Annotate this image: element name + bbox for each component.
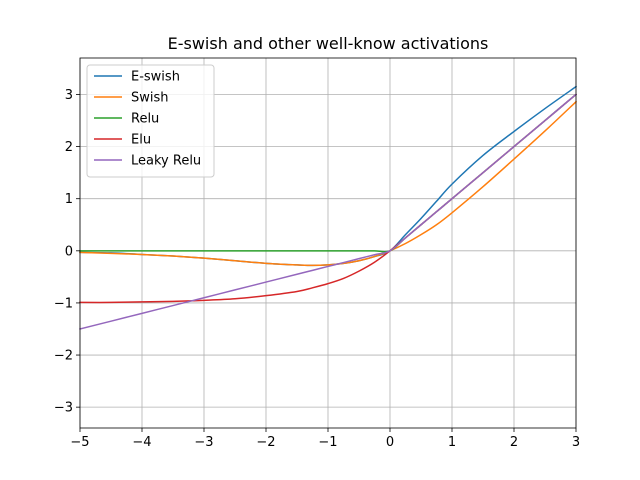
y-tick-label: −3	[54, 401, 73, 416]
legend-label-elu: Elu	[131, 133, 151, 148]
chart-title: E-swish and other well-know activations	[168, 34, 489, 53]
legend-label-e-swish: E-swish	[131, 70, 180, 85]
legend-label-swish: Swish	[131, 91, 169, 106]
axis-ticks: −5 −4 −3 −2 −1 0 1 2 3 −3 −2 −1 0 1 2 3	[54, 88, 580, 450]
legend-label-leaky-relu: Leaky Relu	[131, 154, 201, 169]
legend-label-relu: Relu	[131, 112, 159, 127]
x-tick-label: 1	[448, 435, 456, 450]
y-tick-label: 3	[65, 88, 73, 103]
legend: E-swish Swish Relu Elu Leaky Relu	[86, 64, 215, 178]
x-tick-label: −3	[194, 435, 213, 450]
plot-series	[79, 85, 578, 330]
x-tick-label: −1	[318, 435, 337, 450]
legend-box	[86, 64, 215, 178]
x-tick-label: −5	[70, 435, 89, 450]
y-tick-label: 2	[65, 140, 73, 155]
y-tick-label: −2	[54, 349, 73, 364]
series-line-swish	[79, 100, 578, 267]
x-tick-label: −4	[132, 435, 151, 450]
y-tick-label: 0	[65, 244, 73, 259]
x-tick-label: 0	[386, 435, 394, 450]
series-line-leaky-relu	[79, 93, 578, 330]
x-tick-label: 3	[572, 435, 580, 450]
x-tick-label: −2	[256, 435, 275, 450]
x-tick-label: 2	[510, 435, 518, 450]
y-tick-label: −1	[54, 296, 73, 311]
y-tick-label: 1	[65, 192, 73, 207]
